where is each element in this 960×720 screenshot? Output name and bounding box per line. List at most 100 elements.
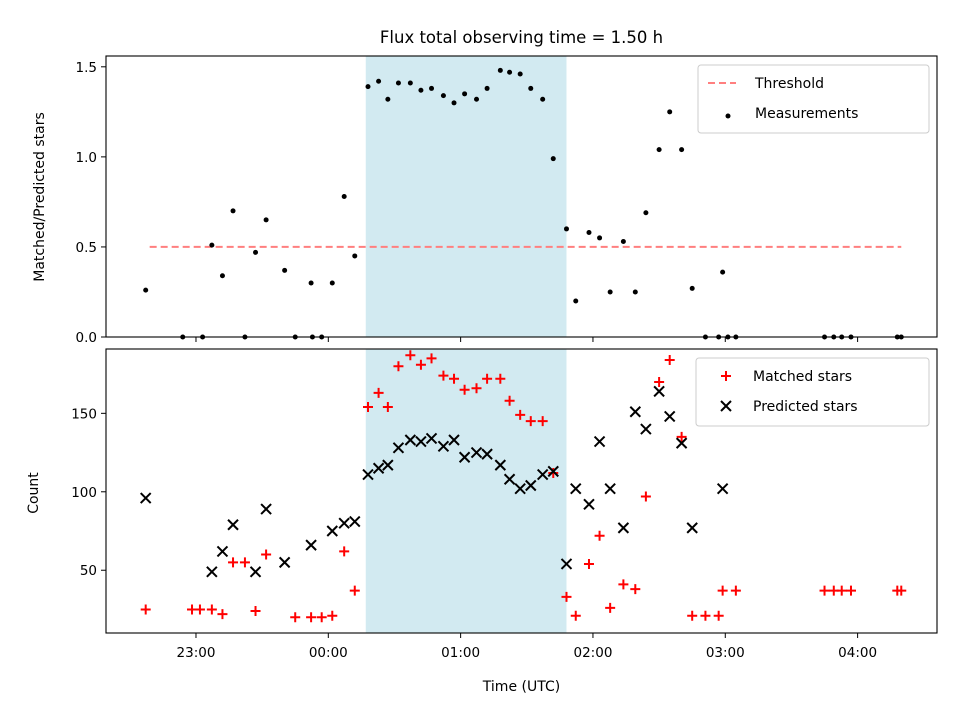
- predicted-star-marker: [525, 479, 537, 492]
- measurement-point: [341, 194, 347, 199]
- measurement-point: [528, 85, 534, 91]
- matched-star-marker: [525, 416, 536, 427]
- matched-star-marker: [405, 350, 416, 361]
- matched-star-marker: [349, 585, 360, 596]
- predicted-star-marker: [560, 558, 573, 570]
- predicted-star-marker: [494, 459, 507, 471]
- matched-star-marker: [561, 591, 572, 602]
- matched-star-marker: [339, 546, 350, 557]
- measurement-point: [352, 253, 358, 259]
- measurement-point: [219, 273, 225, 279]
- measurement-point: [230, 208, 236, 214]
- measurement-point: [540, 96, 546, 102]
- axes-frame: [105, 55, 938, 338]
- x-tick-label: 02:00: [574, 645, 613, 661]
- measurement-point: [563, 226, 569, 232]
- measurement-point: [143, 287, 149, 293]
- measurement-point: [586, 230, 592, 236]
- matched-star-marker: [261, 549, 272, 560]
- predicted-star-marker: [547, 465, 559, 478]
- measurement-point: [632, 289, 638, 295]
- predicted-star-marker: [583, 498, 595, 511]
- matched-star-marker: [676, 431, 687, 442]
- measurement-point: [507, 69, 513, 75]
- y-tick-label: 1.5: [76, 60, 97, 76]
- matched-star-marker: [700, 610, 711, 621]
- top-panel: 0.0 0.5 1.0 1.5 Threshold Measurements: [76, 55, 938, 346]
- matched-star-marker: [327, 610, 338, 621]
- y-tick-label: 50: [80, 563, 97, 579]
- measurement-point: [308, 280, 314, 286]
- predicted-star-marker: [206, 566, 218, 578]
- measurement-point: [282, 267, 288, 273]
- predicted-star-marker: [349, 515, 361, 528]
- matched-star-marker: [836, 585, 847, 596]
- measurement-point: [607, 289, 613, 295]
- measurement-point: [474, 96, 480, 102]
- measurement-point: [429, 85, 435, 91]
- predicted-star-marker: [392, 442, 405, 454]
- axes-frame: [105, 348, 938, 634]
- y-tick-label: 0.5: [76, 240, 97, 256]
- legend-threshold-label: Threshold: [754, 76, 824, 92]
- predicted-star-marker: [629, 406, 642, 418]
- measurement-point: [720, 269, 726, 275]
- matched-star-marker: [373, 387, 384, 398]
- matched-star-marker: [515, 409, 526, 420]
- y-tick-label: 100: [71, 485, 97, 501]
- matched-star-marker: [363, 402, 374, 413]
- predicted-star-marker: [260, 503, 272, 515]
- matched-star-marker: [548, 467, 559, 478]
- predicted-star-marker: [514, 482, 526, 495]
- observing-window-span: [365, 56, 567, 337]
- matched-star-marker: [504, 395, 515, 406]
- matched-star-marker: [290, 612, 301, 623]
- y-tick-label: 1.0: [76, 150, 97, 166]
- predicted-star-marker: [458, 451, 471, 463]
- legend-box: [695, 357, 930, 427]
- measurement-point: [597, 235, 603, 241]
- predicted-star-marker: [437, 440, 450, 452]
- measurement-point: [679, 147, 685, 153]
- matched-star-marker: [896, 585, 907, 596]
- matched-star-marker: [583, 558, 594, 569]
- x-tick-label: 00:00: [309, 645, 348, 661]
- matched-star-marker: [228, 557, 239, 568]
- matched-star-marker: [382, 402, 393, 413]
- matched-star-marker: [640, 491, 651, 502]
- predicted-star-marker: [481, 448, 493, 460]
- measurement-point: [407, 80, 413, 86]
- predicted-star-marker: [415, 435, 427, 448]
- measurement-point: [263, 217, 269, 223]
- measurement-point: [440, 93, 446, 99]
- matched-star-marker: [449, 373, 460, 384]
- predicted-star-marker: [249, 566, 262, 578]
- matched-star-marker: [194, 604, 205, 615]
- measurement-point: [497, 67, 503, 73]
- predicted-star-marker: [382, 459, 394, 471]
- legend-box: [697, 64, 930, 134]
- measurement-point: [418, 87, 424, 93]
- matched-star-marker: [426, 353, 437, 364]
- predicted-star-marker: [326, 525, 338, 537]
- y-tick-label: 0.0: [76, 330, 97, 346]
- predicted-star-marker: [216, 545, 229, 558]
- matched-star-marker: [687, 610, 698, 621]
- matched-star-marker: [206, 604, 217, 615]
- predicted-star-marker: [470, 446, 483, 459]
- matched-star-marker: [570, 610, 581, 621]
- matched-star-marker: [217, 609, 228, 620]
- measurement-point: [550, 156, 556, 162]
- legend-predicted-swatch: [720, 400, 732, 412]
- predicted-star-marker: [338, 517, 350, 529]
- observing-window-span: [365, 349, 567, 633]
- predicted-star-marker: [604, 482, 616, 495]
- matched-star-marker: [438, 370, 449, 381]
- x-tick-label: 04:00: [838, 645, 877, 661]
- predicted-star-marker: [503, 473, 516, 485]
- legend-measurement-swatch: [725, 113, 731, 119]
- predicted-star-marker: [372, 462, 385, 474]
- predicted-star-marker: [653, 385, 665, 398]
- measurement-point: [395, 80, 401, 86]
